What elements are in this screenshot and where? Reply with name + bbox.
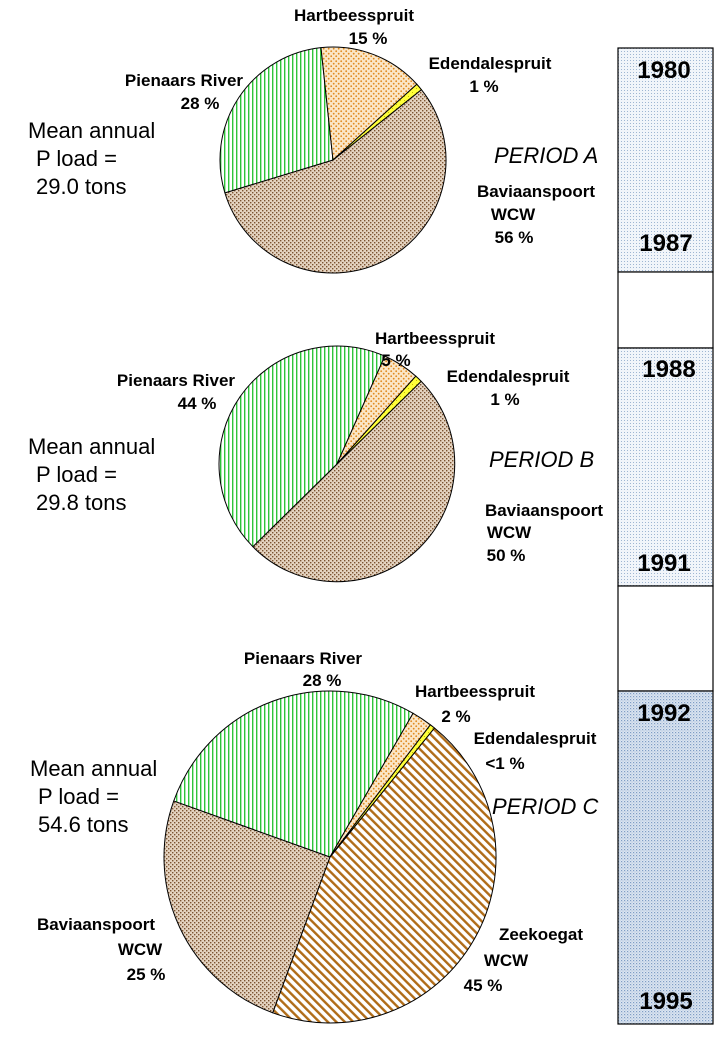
pie-slice-pienaars-river	[173, 690, 414, 858]
period-c-pienaars-name: Pienaars River	[244, 649, 363, 668]
year-1980: 1980	[637, 57, 690, 84]
period-a-hartbeesspruit-pct: 15 %	[349, 29, 388, 48]
pie-slices-period-c	[163, 690, 497, 1024]
timeline-period-b	[617, 347, 714, 587]
period-a-label: PERIOD A	[494, 143, 598, 168]
pie-slice-baviaanspoort-wcw	[163, 800, 331, 1014]
period-a-pienaars-pct: 28 %	[181, 94, 220, 113]
period-c-edendalespruit-pct: <1 %	[485, 754, 524, 773]
period-b-edendalespruit-pct: 1 %	[490, 390, 519, 409]
period-b-hartbeesspruit-name: Hartbeesspruit	[375, 329, 495, 348]
pie-slice-edendalespruit	[329, 724, 435, 858]
period-c-summary-line3: 54.6 tons	[38, 812, 129, 837]
period-b-summary-line1: Mean annual	[28, 434, 155, 459]
period-b-baviaanspoort-name: Baviaanspoort	[485, 501, 603, 520]
year-1987: 1987	[639, 230, 692, 257]
period-c-baviaanspoort-wcw: WCW	[118, 940, 163, 959]
period-b-hartbeesspruit-pct: 5 %	[381, 351, 410, 370]
pie-chart-period-a: PERIOD A Mean annual P load = 29.0 tons …	[28, 6, 598, 274]
period-b-label: PERIOD B	[489, 447, 594, 472]
period-c-zeekoegat-pct: 45 %	[464, 976, 503, 995]
pie-slice-pienaars-river	[218, 345, 386, 548]
period-b-edendalespruit-name: Edendalespruit	[447, 367, 570, 386]
period-b-pienaars-name: Pienaars River	[117, 371, 236, 390]
timeline-period-a	[617, 47, 714, 273]
year-1992: 1992	[637, 700, 690, 727]
pie-slice-hartbeesspruit	[320, 46, 418, 161]
year-1995: 1995	[639, 988, 692, 1015]
period-a-hartbeesspruit-name: Hartbeesspruit	[294, 6, 414, 25]
year-1988: 1988	[642, 356, 695, 383]
period-b-baviaanspoort-wcw: WCW	[487, 523, 532, 542]
period-c-label: PERIOD C	[492, 794, 598, 819]
period-c-summary-line2: P load =	[38, 784, 119, 809]
pie-chart-period-b: PERIOD B Mean annual P load = 29.8 tons …	[28, 329, 603, 583]
period-a-edendalespruit-name: Edendalespruit	[429, 54, 552, 73]
timeline-period-c	[617, 690, 714, 1025]
period-a-summary-line1: Mean annual	[28, 118, 155, 143]
timeline-gap-bc	[617, 585, 714, 692]
pie-slice-baviaanspoort-wcw	[252, 380, 456, 583]
period-a-edendalespruit-pct: 1 %	[469, 77, 498, 96]
period-c-pienaars-pct: 28 %	[303, 671, 342, 690]
period-b-baviaanspoort-pct: 50 %	[487, 546, 526, 565]
period-a-pienaars-name: Pienaars River	[125, 71, 244, 90]
period-c-baviaanspoort-name: Baviaanspoort	[37, 915, 155, 934]
period-b-pienaars-pct: 44 %	[178, 394, 217, 413]
period-b-summary-line2: P load =	[36, 462, 117, 487]
pie-slice-pienaars-river	[219, 47, 334, 194]
pie-slice-edendalespruit	[332, 83, 422, 161]
period-b-summary-line3: 29.8 tons	[36, 490, 127, 515]
period-c-zeekoegat-wcw: WCW	[484, 951, 529, 970]
timeline-gap-ab	[617, 271, 714, 349]
period-a-baviaanspoort-wcw: WCW	[491, 205, 536, 224]
period-c-baviaanspoort-pct: 25 %	[127, 965, 166, 984]
pie-slices-period-b	[218, 345, 456, 583]
timeline: 1980 1987 1988 1991 1992 1995	[617, 47, 714, 1025]
period-a-baviaanspoort-pct: 56 %	[495, 228, 534, 247]
year-1991: 1991	[637, 550, 690, 577]
pie-slice-zeekoegat-wcw	[272, 727, 497, 1024]
pie-slice-edendalespruit	[336, 375, 422, 465]
period-a-summary-line3: 29.0 tons	[36, 174, 127, 199]
period-c-hartbeesspruit-pct: 2 %	[441, 707, 470, 726]
period-c-hartbeesspruit-name: Hartbeesspruit	[415, 682, 535, 701]
period-c-zeekoegat-name: Zeekoegat	[499, 925, 583, 944]
period-c-edendalespruit-name: Edendalespruit	[474, 729, 597, 748]
period-a-summary-line2: P load =	[36, 146, 117, 171]
period-c-summary-line1: Mean annual	[30, 756, 157, 781]
pie-slices-period-a	[219, 46, 447, 274]
pie-chart-period-c: PERIOD C Mean annual P load = 54.6 tons …	[30, 649, 598, 1024]
period-a-baviaanspoort-name: Baviaanspoort	[477, 182, 595, 201]
pie-slice-baviaanspoort-wcw	[224, 89, 447, 274]
